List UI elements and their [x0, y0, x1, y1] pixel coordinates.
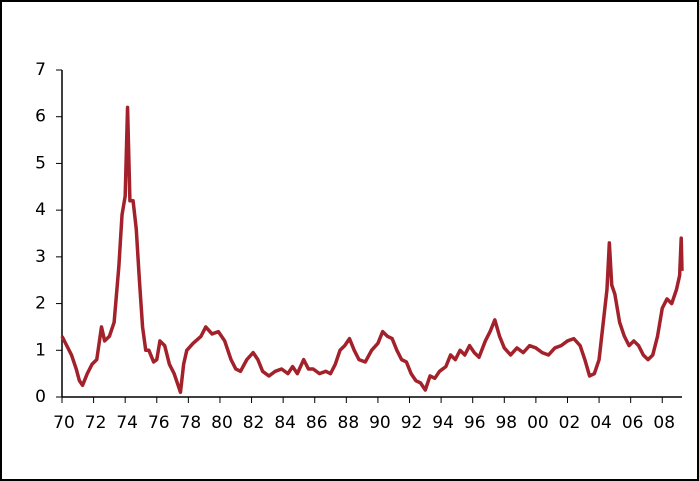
x-tick-label: 84	[274, 413, 296, 433]
x-tick-label: 06	[622, 413, 644, 433]
x-tick-label: 96	[464, 413, 486, 433]
x-tick-label: 86	[306, 413, 328, 433]
x-tick-label: 88	[338, 413, 360, 433]
y-tick-label: 0	[35, 387, 46, 407]
y-tick-label: 7	[35, 60, 46, 80]
x-tick-label: 72	[85, 413, 107, 433]
x-tick-label: 92	[401, 413, 423, 433]
x-tick-label: 76	[148, 413, 170, 433]
y-tick-label: 2	[35, 294, 46, 314]
y-tick-label: 4	[35, 200, 46, 220]
x-tick-label: 74	[116, 413, 138, 433]
x-tick-label: 90	[369, 413, 391, 433]
x-tick-label: 04	[590, 413, 612, 433]
y-tick-label: 6	[35, 107, 46, 127]
y-tick-label: 1	[35, 340, 46, 360]
x-tick-label: 80	[211, 413, 233, 433]
x-tick-label: 82	[243, 413, 265, 433]
data-line	[60, 105, 684, 395]
y-tick-label: 5	[35, 153, 46, 173]
x-tick-label: 08	[653, 413, 675, 433]
x-tick-label: 98	[495, 413, 517, 433]
x-tick-label: 02	[559, 413, 581, 433]
x-tick-label: 00	[527, 413, 549, 433]
x-tick-label: 70	[53, 413, 75, 433]
y-tick-label: 3	[35, 247, 46, 267]
x-tick-label: 94	[432, 413, 454, 433]
x-tick-label: 78	[180, 413, 202, 433]
